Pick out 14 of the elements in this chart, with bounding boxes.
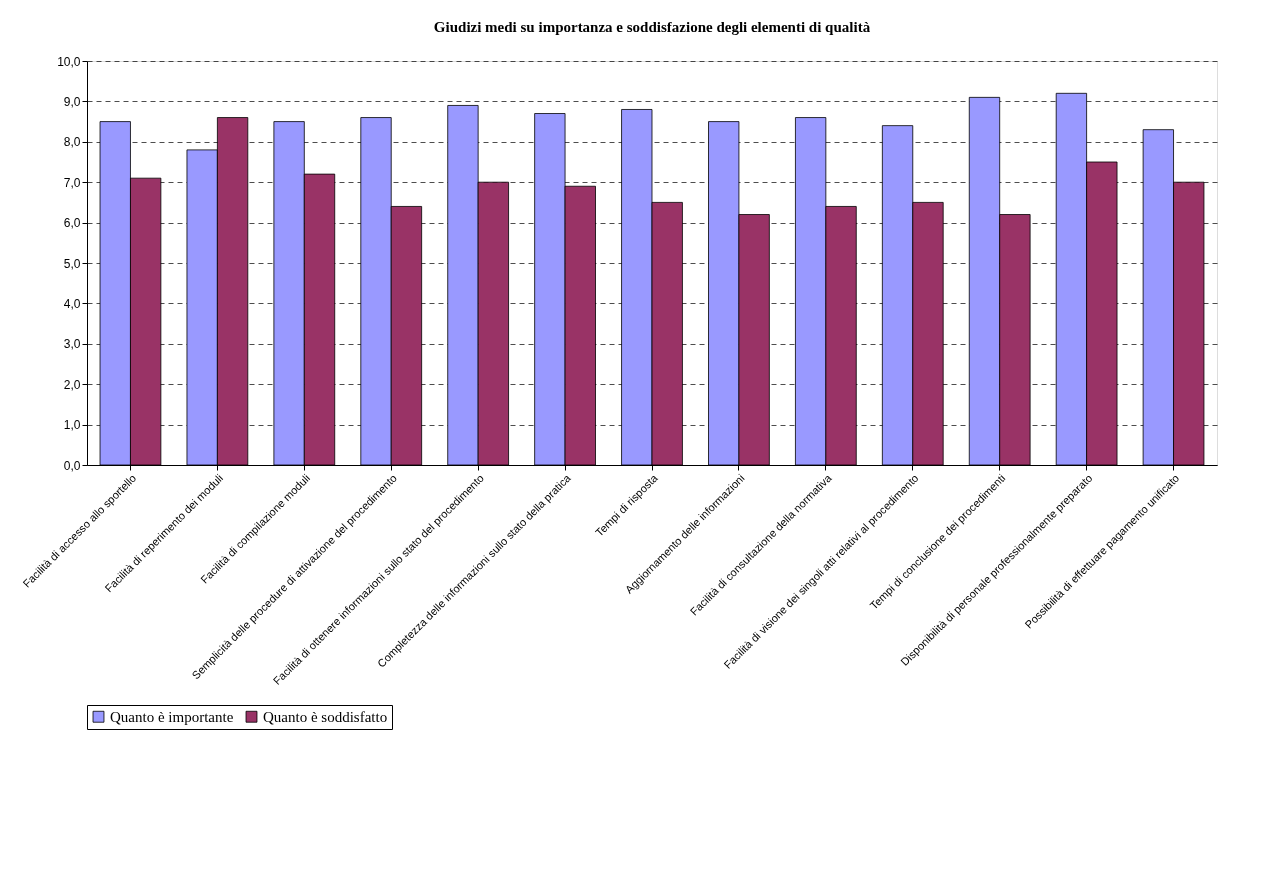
y-tick-label: 6,0: [63, 216, 81, 231]
y-tick-label: 4,0: [63, 296, 81, 311]
y-tick-label: 9,0: [63, 94, 81, 109]
y-tick-label: 0,0: [63, 458, 81, 473]
y-tick-label: 5,0: [63, 256, 81, 271]
y-tick-label: 2,0: [63, 377, 81, 392]
y-tick-label: 1,0: [63, 418, 81, 433]
y-tick-label: 10,0: [57, 54, 81, 69]
y-tick-label: 7,0: [63, 175, 81, 190]
legend-label: Quanto è soddisfatto: [263, 708, 388, 725]
y-tick-label: 8,0: [63, 135, 81, 150]
chart-title: Giudizi medi su importanza e soddisfazione degli elementi di qualità: [433, 19, 871, 35]
y-tick-label: 3,0: [63, 337, 81, 352]
legend-label: Quanto è importante: [110, 708, 234, 725]
